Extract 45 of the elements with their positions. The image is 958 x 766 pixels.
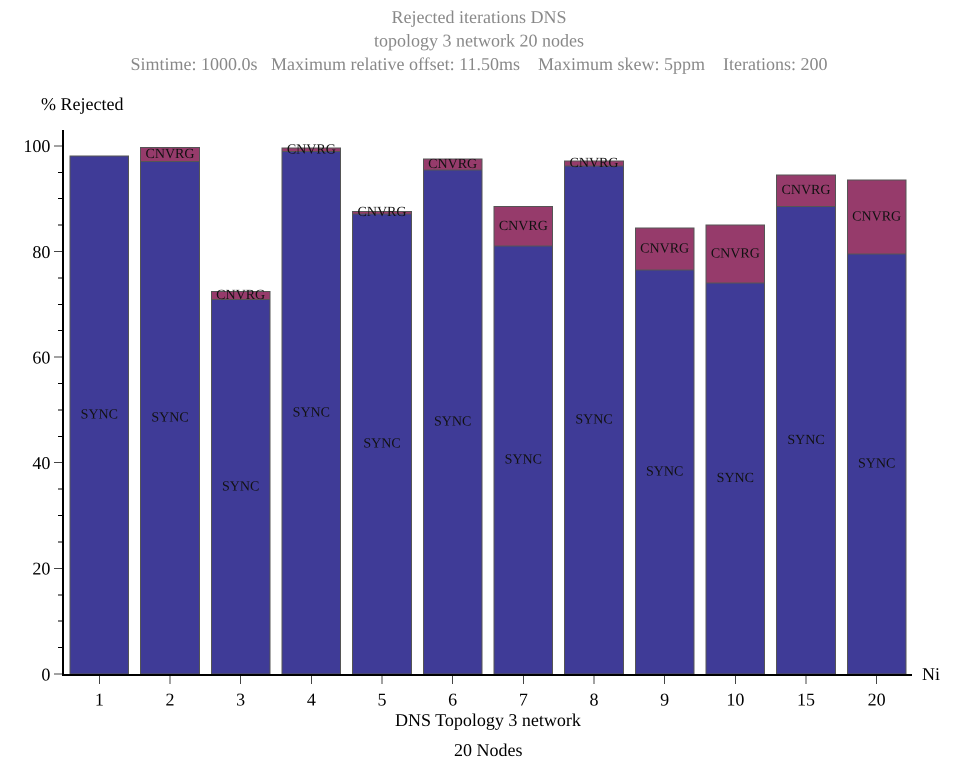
- y-tick-label: 20: [32, 558, 50, 579]
- series-label: CNVRG: [145, 147, 195, 162]
- text: CNVRG: [781, 183, 831, 198]
- text: 20 Nodes: [454, 740, 522, 760]
- y-tick-label: 60: [32, 347, 50, 368]
- chart-subtitle: topology 3 network 20 nodes Simtime: 1000.0s Maximum relative offset: 11.50ms Maximum skew: 5ppm Iterations: 200: [130, 30, 828, 74]
- x-tick-label: 8: [590, 690, 598, 710]
- text: SYNC: [858, 456, 896, 472]
- x-tick-label: 3: [236, 690, 246, 710]
- text: SYNC: [504, 452, 542, 468]
- x-tick-label: 20: [868, 690, 886, 710]
- text: CNVRG: [710, 246, 760, 262]
- text: DNS Topology 3 network: [395, 710, 581, 730]
- text: SYNC: [80, 407, 118, 422]
- x-tick-label: 15: [797, 690, 815, 710]
- text: SYNC: [292, 405, 330, 420]
- x-tick-label: 10: [726, 690, 744, 710]
- y-axis-title: % Rejected: [41, 94, 124, 114]
- text: SYNC: [716, 471, 754, 486]
- x-tick-label: 1: [94, 690, 104, 710]
- text: CNVRG: [498, 218, 548, 234]
- y-tick-label: 100: [23, 136, 50, 156]
- text: CNVRG: [852, 210, 902, 225]
- text: SYNC: [575, 412, 613, 428]
- text: SYNC: [646, 464, 684, 480]
- y-tick-label: 80: [32, 242, 50, 262]
- text: SYNC: [787, 432, 825, 448]
- text: CNVRG: [428, 157, 478, 172]
- text: CNVRG: [216, 288, 266, 304]
- x-tick-label: 4: [306, 690, 316, 710]
- y-tick-label: 40: [32, 453, 50, 474]
- bar: [70, 155, 130, 674]
- x-axis-title: Ni: [922, 664, 940, 684]
- x-tick-label: 6: [448, 690, 458, 710]
- text: SYNC: [434, 414, 472, 430]
- text: SYNC: [363, 436, 401, 452]
- x-tick-label: 2: [166, 690, 174, 710]
- x-tick-label: 5: [378, 690, 386, 710]
- chart-title: Rejected iterations DNS: [392, 6, 566, 27]
- x-tick-label: 7: [518, 690, 528, 710]
- text: CNVRG: [640, 242, 690, 257]
- text: SYNC: [151, 410, 189, 426]
- x-tick-label: 9: [660, 690, 670, 710]
- series-label: SYNC: [222, 479, 260, 494]
- y-tick-label: 0: [41, 664, 50, 684]
